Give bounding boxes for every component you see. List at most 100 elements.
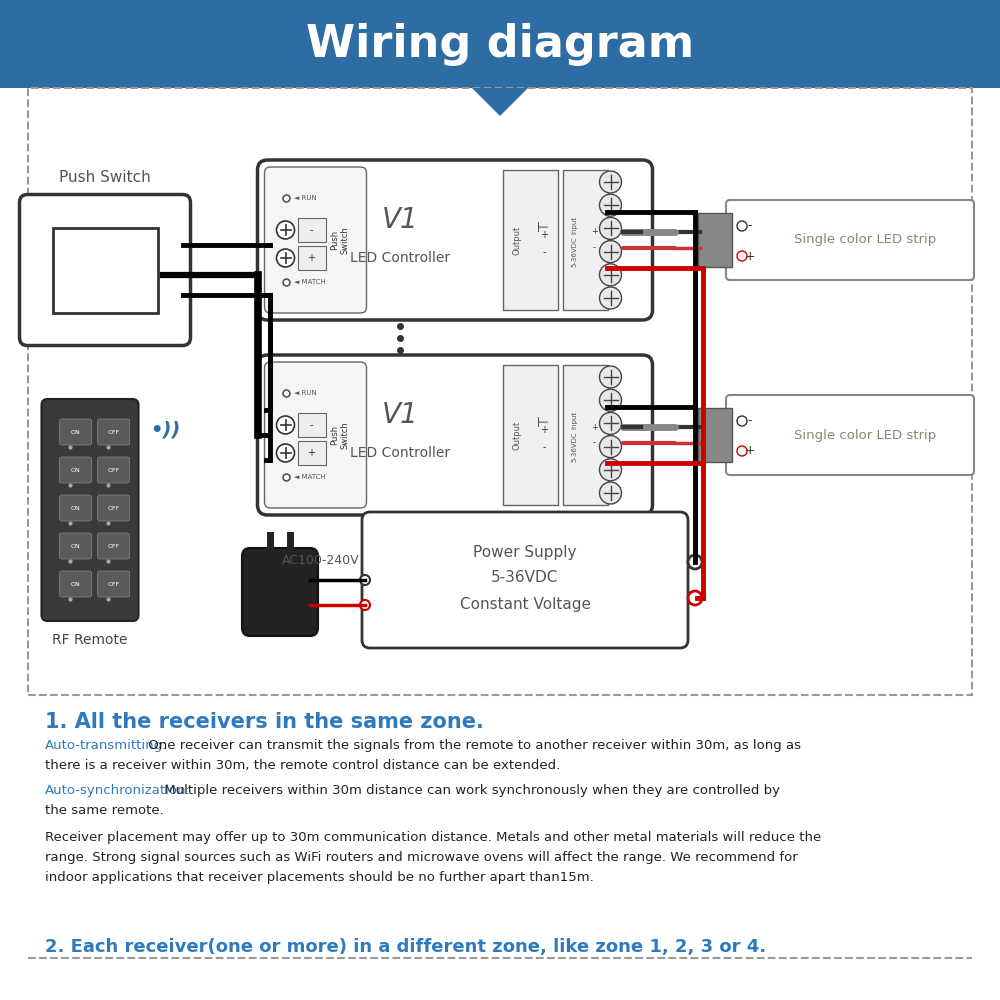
Bar bbox=[298, 441, 326, 465]
Text: OFF: OFF bbox=[107, 506, 120, 510]
Text: ◄ MATCH: ◄ MATCH bbox=[294, 279, 325, 285]
Bar bbox=[28, 88, 972, 695]
FancyBboxPatch shape bbox=[264, 362, 366, 508]
Circle shape bbox=[600, 436, 622, 458]
Text: +: + bbox=[308, 253, 316, 263]
Bar bbox=[298, 218, 326, 242]
FancyBboxPatch shape bbox=[698, 408, 732, 462]
Text: 5-36VDC: 5-36VDC bbox=[491, 570, 559, 585]
Text: Push
Switch: Push Switch bbox=[330, 421, 349, 449]
FancyBboxPatch shape bbox=[362, 512, 688, 648]
Text: ON: ON bbox=[71, 468, 80, 473]
Text: -: - bbox=[593, 438, 596, 448]
Text: +: + bbox=[591, 228, 598, 236]
Circle shape bbox=[600, 241, 622, 263]
Circle shape bbox=[600, 389, 622, 411]
Circle shape bbox=[737, 446, 747, 456]
Text: ◄ RUN: ◄ RUN bbox=[294, 390, 316, 396]
Circle shape bbox=[276, 249, 294, 267]
Text: Output: Output bbox=[512, 225, 521, 255]
Text: -: - bbox=[543, 247, 546, 257]
Circle shape bbox=[600, 194, 622, 216]
FancyBboxPatch shape bbox=[264, 167, 366, 313]
FancyBboxPatch shape bbox=[258, 160, 652, 320]
Text: ◄ RUN: ◄ RUN bbox=[294, 195, 316, 201]
Bar bbox=[298, 246, 326, 270]
Circle shape bbox=[600, 412, 622, 434]
FancyBboxPatch shape bbox=[60, 533, 92, 559]
Circle shape bbox=[600, 287, 622, 309]
Text: 2. Each receiver(one or more) in a different zone, like zone 1, 2, 3 or 4.: 2. Each receiver(one or more) in a diffe… bbox=[45, 938, 766, 956]
Circle shape bbox=[688, 591, 702, 605]
Text: +: + bbox=[591, 422, 598, 432]
Text: range. Strong signal sources such as WiFi routers and microwave ovens will affec: range. Strong signal sources such as WiF… bbox=[45, 851, 798, 864]
Text: OFF: OFF bbox=[107, 430, 120, 434]
Text: +: + bbox=[745, 249, 755, 262]
Text: there is a receiver within 30m, the remote control distance can be extended.: there is a receiver within 30m, the remo… bbox=[45, 759, 560, 772]
Bar bbox=[562, 170, 608, 310]
Circle shape bbox=[600, 264, 622, 286]
FancyBboxPatch shape bbox=[258, 355, 652, 515]
Text: OFF: OFF bbox=[107, 582, 120, 586]
Circle shape bbox=[276, 221, 294, 239]
Circle shape bbox=[600, 171, 622, 193]
Text: OFF: OFF bbox=[107, 468, 120, 473]
Text: LED Controller: LED Controller bbox=[350, 251, 450, 265]
Text: Power Supply: Power Supply bbox=[473, 544, 577, 560]
FancyBboxPatch shape bbox=[60, 457, 92, 483]
Bar bbox=[503, 365, 558, 505]
Text: -: - bbox=[310, 420, 313, 430]
Text: -: - bbox=[748, 414, 752, 428]
Text: Push
Switch: Push Switch bbox=[330, 226, 349, 254]
Text: V1: V1 bbox=[382, 206, 418, 234]
FancyBboxPatch shape bbox=[60, 495, 92, 521]
FancyBboxPatch shape bbox=[42, 399, 138, 621]
Circle shape bbox=[737, 416, 747, 426]
Text: +: + bbox=[540, 425, 548, 435]
Text: •)): •)) bbox=[150, 420, 180, 440]
Text: Single color LED strip: Single color LED strip bbox=[794, 233, 936, 246]
Circle shape bbox=[737, 251, 747, 261]
FancyBboxPatch shape bbox=[698, 213, 732, 267]
Text: Multiple receivers within 30m distance can work synchronously when they are cont: Multiple receivers within 30m distance c… bbox=[160, 784, 780, 797]
FancyBboxPatch shape bbox=[726, 395, 974, 475]
Text: Push Switch: Push Switch bbox=[59, 169, 151, 184]
Text: -: - bbox=[593, 243, 596, 252]
FancyBboxPatch shape bbox=[98, 571, 130, 597]
Bar bbox=[52, 228, 158, 312]
FancyBboxPatch shape bbox=[20, 194, 190, 346]
Text: Auto-transmitting:: Auto-transmitting: bbox=[45, 739, 168, 752]
Text: One receiver can transmit the signals from the remote to another receiver within: One receiver can transmit the signals fr… bbox=[144, 739, 801, 752]
FancyBboxPatch shape bbox=[98, 457, 130, 483]
Circle shape bbox=[600, 482, 622, 504]
Text: ⊢: ⊢ bbox=[536, 416, 549, 430]
Text: ON: ON bbox=[71, 430, 80, 434]
Circle shape bbox=[737, 221, 747, 231]
Text: 1. All the receivers in the same zone.: 1. All the receivers in the same zone. bbox=[45, 712, 484, 732]
FancyBboxPatch shape bbox=[98, 419, 130, 445]
Circle shape bbox=[600, 366, 622, 388]
Text: Input: Input bbox=[572, 411, 578, 429]
Text: +: + bbox=[540, 230, 548, 240]
Text: -: - bbox=[310, 225, 313, 235]
Text: 5-36VDC: 5-36VDC bbox=[572, 432, 578, 462]
Circle shape bbox=[360, 600, 370, 610]
Bar bbox=[298, 413, 326, 437]
Text: +: + bbox=[308, 448, 316, 458]
FancyBboxPatch shape bbox=[60, 419, 92, 445]
Text: -: - bbox=[748, 220, 752, 232]
Text: Single color LED strip: Single color LED strip bbox=[794, 428, 936, 442]
Bar bbox=[562, 365, 608, 505]
FancyBboxPatch shape bbox=[98, 533, 130, 559]
Circle shape bbox=[276, 444, 294, 462]
Text: LED Controller: LED Controller bbox=[350, 446, 450, 460]
Text: +: + bbox=[745, 444, 755, 458]
Text: 5-36VDC: 5-36VDC bbox=[572, 237, 578, 267]
FancyBboxPatch shape bbox=[726, 200, 974, 280]
Text: Receiver placement may offer up to 30m communication distance. Metals and other : Receiver placement may offer up to 30m c… bbox=[45, 831, 821, 844]
Text: V1: V1 bbox=[382, 401, 418, 429]
Text: indoor applications that receiver placements should be no further apart than15m.: indoor applications that receiver placem… bbox=[45, 871, 594, 884]
Bar bbox=[0, 0, 1000, 88]
Text: Output: Output bbox=[512, 420, 521, 450]
FancyBboxPatch shape bbox=[242, 548, 318, 636]
